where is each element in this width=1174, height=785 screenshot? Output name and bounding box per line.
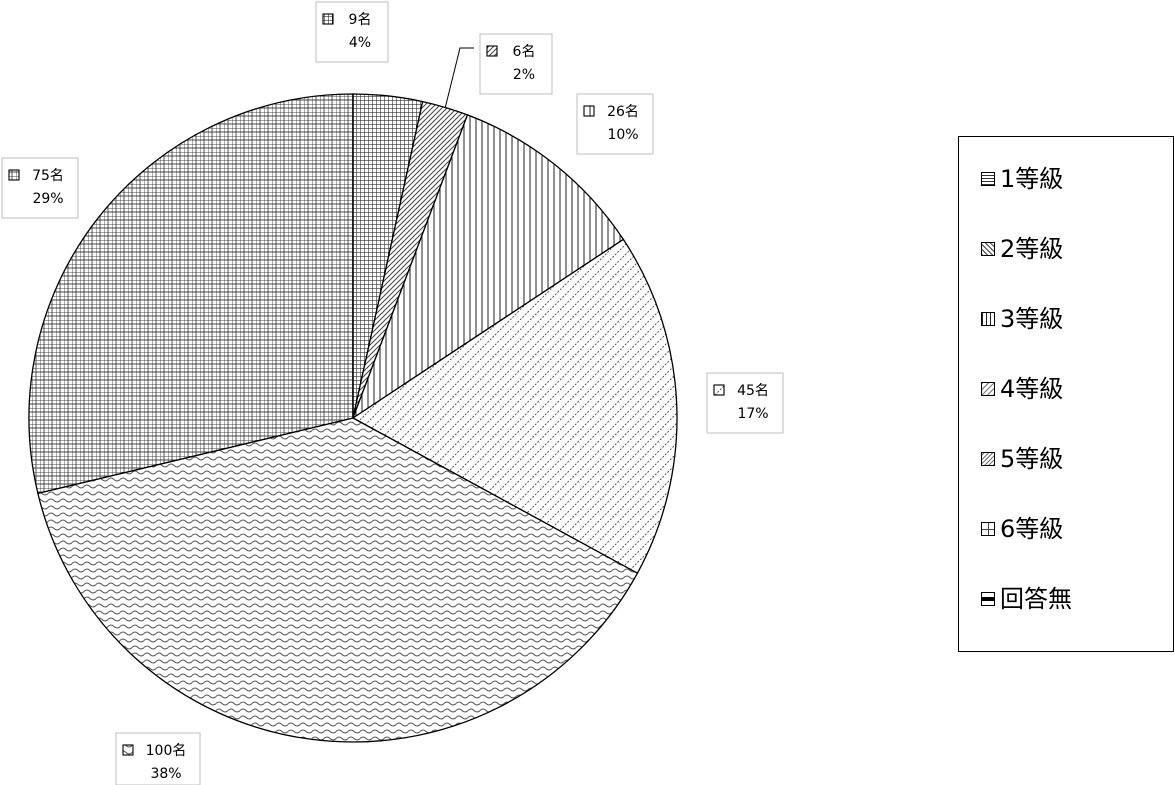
data-label-count: 100名 [146, 743, 187, 759]
legend-label-5: 5等級 [1000, 445, 1064, 473]
legend: 1等級 2等級 3等級 4等級 5等級 6等級 回答無 [958, 136, 1174, 652]
data-label-box [479, 33, 553, 95]
data-label-5: 100名 38% [115, 732, 201, 785]
legend-item-4: 4等級 [981, 369, 1063, 409]
data-label-count: 6名 [513, 44, 536, 60]
legend-swatch-5 [981, 452, 995, 466]
legend-item-6: 6等級 [981, 509, 1063, 549]
legend-swatch-2 [981, 242, 995, 256]
data-label-box [706, 372, 784, 434]
data-label-swatch [486, 45, 498, 57]
leader-line-2 [444, 47, 474, 108]
data-label-percent: 38% [150, 766, 181, 782]
legend-item-1: 1等級 [981, 159, 1063, 199]
pie-slices [28, 93, 678, 743]
data-label-percent: 17% [737, 406, 768, 422]
data-label-swatch [8, 169, 20, 181]
legend-swatch-3 [981, 312, 995, 326]
legend-label-2: 2等級 [1000, 235, 1064, 263]
data-label-box [315, 1, 389, 63]
legend-label-3: 3等級 [1000, 305, 1064, 333]
legend-label-4: 4等級 [1000, 375, 1064, 403]
legend-item-2: 2等級 [981, 229, 1063, 269]
data-label-box [576, 93, 654, 155]
data-label-percent: 4% [349, 35, 371, 51]
legend-label-6: 6等級 [1000, 515, 1064, 543]
data-label-box [115, 732, 201, 785]
pie-slice-5 [37, 417, 639, 743]
pie-slice-6 [28, 93, 354, 495]
data-label-percent: 29% [32, 191, 63, 207]
data-label-swatch [713, 384, 725, 396]
data-label-percent: 2% [513, 67, 535, 83]
data-label-count: 9名 [349, 12, 372, 28]
legend-item-7: 回答無 [981, 579, 1072, 619]
data-label-count: 26名 [607, 104, 639, 120]
data-label-2: 6名2% [479, 33, 553, 95]
data-label-swatch [122, 744, 134, 756]
legend-label-1: 1等級 [1000, 165, 1064, 193]
data-label-count: 75名 [32, 168, 64, 184]
data-label-count: 45名 [737, 383, 769, 399]
data-label-swatch [583, 105, 595, 117]
legend-swatch-1 [981, 172, 995, 186]
data-label-1: 9名4% [315, 1, 389, 63]
pie-slice-3 [351, 114, 625, 420]
leader-lines [444, 47, 474, 108]
data-label-box [1, 157, 79, 219]
pie-slice-4 [351, 238, 678, 575]
legend-swatch-4 [981, 382, 995, 396]
data-label-swatch [322, 13, 334, 25]
legend-label-7: 回答無 [1000, 585, 1072, 613]
legend-swatch-7 [981, 592, 995, 606]
legend-swatch-6 [981, 522, 995, 536]
data-label-percent: 10% [607, 127, 638, 143]
legend-item-3: 3等級 [981, 299, 1063, 339]
legend-item-5: 5等級 [981, 439, 1063, 479]
